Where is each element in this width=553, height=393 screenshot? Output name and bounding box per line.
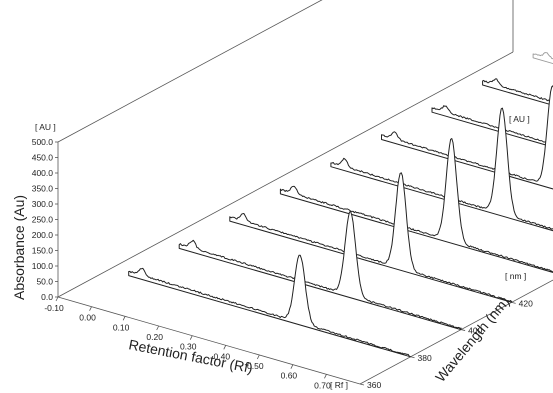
y-tick-label: 400.0 bbox=[32, 168, 54, 178]
y-tick-label: 500.0 bbox=[32, 137, 54, 147]
z-axis-line-left bbox=[57, 51, 514, 298]
x-axis-line bbox=[57, 296, 361, 385]
series-traces bbox=[128, 52, 553, 358]
x-tick-label: 0.40 bbox=[214, 351, 231, 361]
x-tick-mark bbox=[156, 325, 160, 331]
y-unit-label-back: [ AU ] bbox=[509, 114, 530, 124]
y-tick-label: 350.0 bbox=[32, 184, 54, 194]
series-trace bbox=[178, 211, 462, 331]
y-tick-label: 450.0 bbox=[32, 153, 54, 163]
x-tick-label: 0.70 bbox=[314, 380, 331, 390]
y-axis-title: Absorbance (Au) bbox=[11, 195, 27, 300]
series-trace bbox=[482, 78, 553, 106]
y-tick-label: 0.0 bbox=[41, 292, 53, 302]
x-tick-mark bbox=[122, 316, 126, 321]
y-tick-label: 250.0 bbox=[32, 215, 54, 225]
top-left-edge bbox=[57, 0, 323, 143]
y-tick-label: 300.0 bbox=[32, 199, 54, 209]
series-trace bbox=[229, 172, 513, 303]
x-tick-mark bbox=[189, 335, 193, 340]
x-tick-label: 0.30 bbox=[180, 342, 197, 352]
x-tick-label: 0.20 bbox=[146, 332, 163, 342]
y-tick-label: 150.0 bbox=[32, 246, 54, 256]
y-tick-label: 200.0 bbox=[32, 230, 54, 240]
x-tick-label: 0.00 bbox=[79, 313, 96, 323]
x-tick-mark bbox=[290, 364, 294, 369]
series-trace bbox=[330, 107, 553, 232]
x-tick-label: -0.10 bbox=[44, 303, 64, 313]
z-axis-line-right bbox=[359, 279, 553, 385]
z-tick-label: 360 bbox=[367, 380, 381, 390]
z-tick-mark bbox=[461, 329, 466, 331]
y-unit-label: [ AU ] bbox=[35, 122, 56, 132]
x-unit-label: [ Rf ] bbox=[330, 380, 348, 390]
x-axis-ticks: -0.10 0.00 0.10 0.20 0.30 0.40 0.50 0.60 0.70 bbox=[44, 296, 331, 390]
series-trace bbox=[128, 254, 412, 358]
x-tick-mark bbox=[223, 345, 227, 350]
series-trace bbox=[381, 85, 553, 190]
x-tick-mark bbox=[324, 374, 327, 379]
series-trace bbox=[279, 138, 553, 273]
x-tick-label: 0.10 bbox=[113, 322, 130, 332]
y-tick-label: 50.0 bbox=[36, 277, 53, 287]
series-trace bbox=[431, 105, 553, 148]
z-axis-ticks: 360380400420440460480500520540 bbox=[359, 298, 533, 390]
series-trace bbox=[532, 52, 553, 65]
z-tick-mark bbox=[511, 301, 516, 304]
y-tick-label: 100.0 bbox=[32, 261, 54, 271]
z-tick-label: 380 bbox=[418, 353, 432, 363]
x-tick-label: 0.50 bbox=[247, 361, 264, 371]
z-tick-mark bbox=[410, 356, 415, 359]
x-tick-mark bbox=[256, 354, 260, 360]
x-tick-mark bbox=[55, 296, 59, 302]
x-tick-mark bbox=[89, 306, 92, 311]
z-tick-label: 400 bbox=[468, 326, 482, 336]
y-axis-ticks: 0.0 50.0 100.0 150.0 200.0 250.0 300.0 350.0 400… bbox=[32, 137, 58, 302]
x-tick-label: 0.60 bbox=[281, 371, 298, 381]
chart-frame bbox=[57, 0, 553, 385]
z-tick-mark bbox=[359, 383, 365, 386]
z-unit-label: [ nm ] bbox=[505, 271, 526, 281]
z-tick-label: 420 bbox=[519, 298, 533, 308]
